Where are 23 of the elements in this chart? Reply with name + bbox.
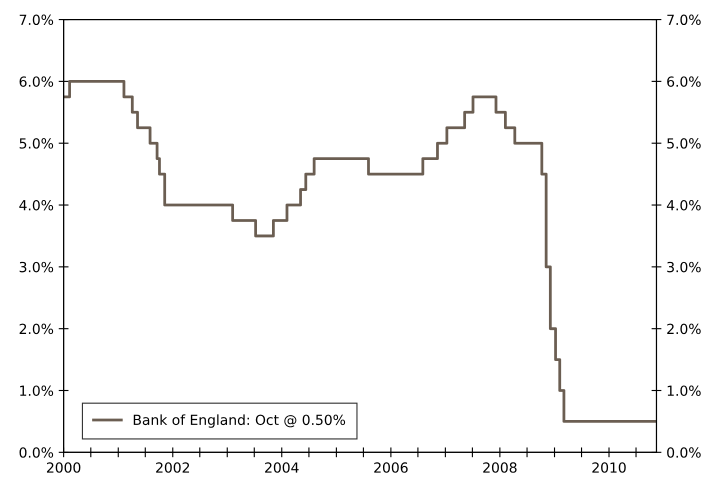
y-tick-label: 6.0%	[20, 76, 54, 87]
x-tick-label: 2002	[156, 462, 190, 473]
x-tick-label: 2000	[46, 462, 80, 473]
y-tick-label: 3.0%	[20, 262, 54, 272]
y2-tick-label: 6.0%	[667, 76, 701, 87]
legend-label: Bank of England: Oct @ 0.50%	[134, 414, 346, 428]
x-tick-label: 2004	[265, 462, 299, 473]
y2-tick-label: 5.0%	[667, 138, 701, 149]
y-tick-label: 0.0%	[20, 447, 54, 458]
y2-tick-label: 4.0%	[666, 200, 701, 211]
y2-tick-label: 1.0%	[668, 385, 701, 396]
y-tick-label: 5.0%	[20, 138, 54, 149]
y2-tick-label: 2.0%	[667, 324, 701, 334]
x-tick-label: 2006	[374, 462, 408, 473]
y-tick-label: 4.0%	[19, 200, 54, 211]
y2-tick-label: 0.0%	[667, 447, 701, 458]
y-tick-label: 1.0%	[20, 385, 54, 396]
y-tick-label: 7.0%	[20, 14, 54, 26]
x-tick-label: 2008	[483, 462, 517, 473]
x-tick-label: 2010	[592, 462, 626, 473]
y-tick-label: 2.0%	[20, 324, 54, 334]
y2-tick-label: 7.0%	[667, 14, 701, 26]
y2-tick-label: 3.0%	[667, 262, 701, 272]
